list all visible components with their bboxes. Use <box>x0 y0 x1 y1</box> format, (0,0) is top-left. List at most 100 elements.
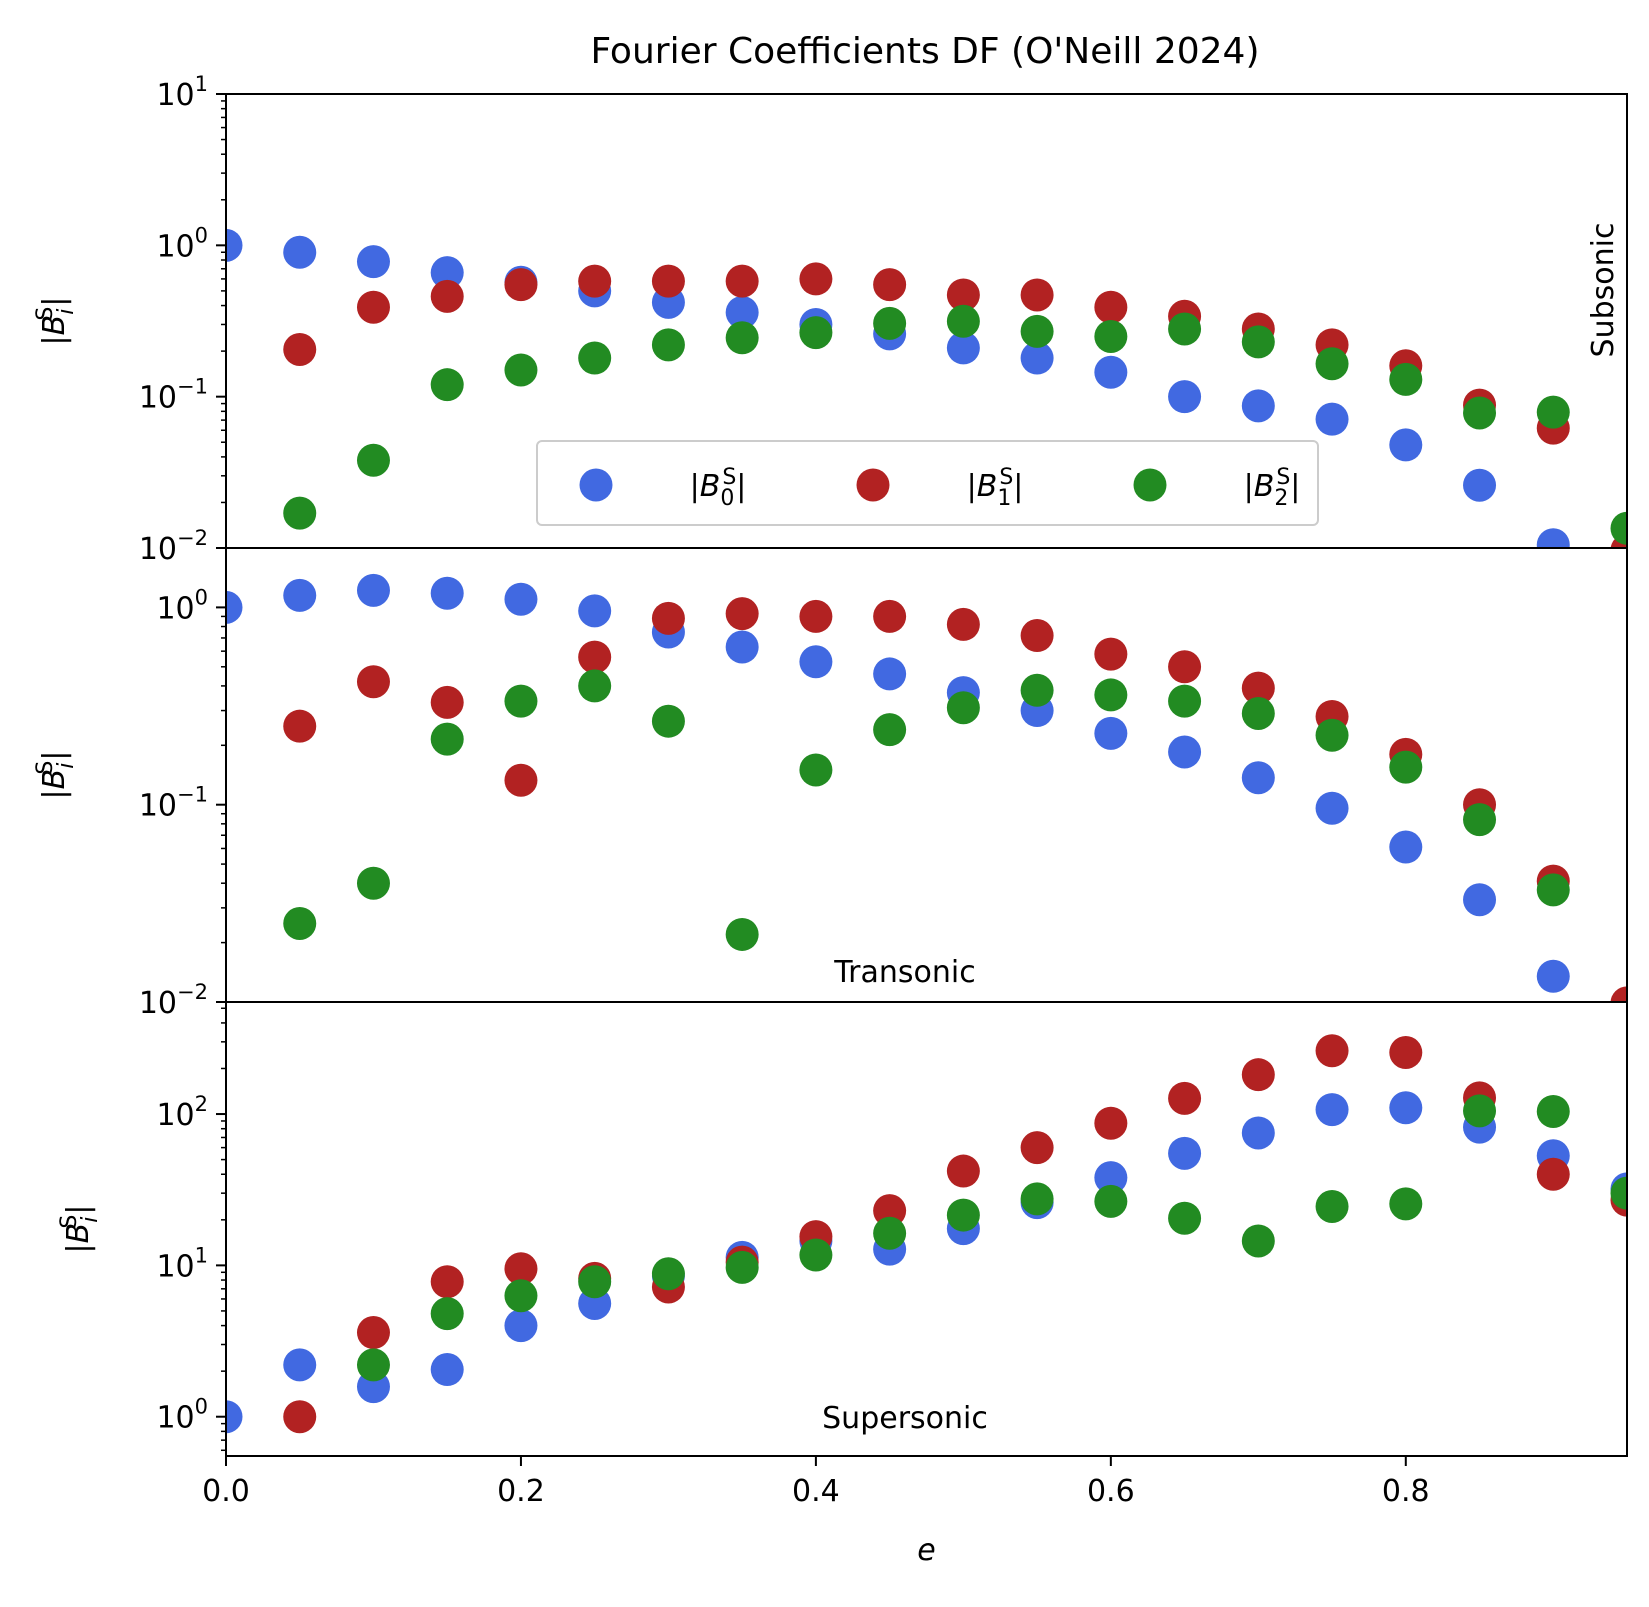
point-b1 <box>651 264 685 298</box>
point-b1 <box>283 332 317 366</box>
point-b0 <box>1241 761 1275 795</box>
point-b2 <box>725 917 759 951</box>
y-axis-label: |BiS| <box>57 1205 103 1254</box>
point-b2 <box>651 328 685 362</box>
point-b1 <box>1020 278 1054 312</box>
point-b2 <box>1241 325 1275 359</box>
point-b1 <box>430 279 464 313</box>
point-b0 <box>799 645 833 679</box>
point-b1 <box>504 763 538 797</box>
point-b2 <box>1241 1224 1275 1258</box>
point-b1 <box>504 1252 538 1286</box>
point-b0 <box>504 582 538 616</box>
x-tick-label: 0.6 <box>1087 1474 1135 1509</box>
point-b2 <box>430 368 464 402</box>
point-b0 <box>430 1353 464 1387</box>
point-b0 <box>430 256 464 290</box>
point-b2 <box>1389 1187 1423 1221</box>
point-b2 <box>1241 696 1275 730</box>
panel-label: Supersonic <box>822 1401 988 1436</box>
point-b1 <box>283 1400 317 1434</box>
point-b2 <box>578 341 612 375</box>
point-b0 <box>1094 355 1128 389</box>
point-b2 <box>504 684 538 718</box>
point-b2 <box>1610 1176 1627 1210</box>
point-b0 <box>578 594 612 628</box>
axes-frame <box>225 1001 1628 1457</box>
legend: |B0S| |B1S| |B2S| <box>536 440 1319 526</box>
point-b0 <box>356 573 390 607</box>
legend-label-b2: |B2S| <box>1244 465 1301 511</box>
panel-supersonic: 102 101 100 |BiS| Supersonic <box>57 1001 1628 1457</box>
point-b1 <box>504 268 538 302</box>
legend-label-b1: |B1S| <box>967 465 1024 511</box>
point-b1 <box>1020 1131 1054 1165</box>
point-b2 <box>1168 312 1202 346</box>
point-b0 <box>1389 830 1423 864</box>
point-b1 <box>578 640 612 674</box>
point-b1 <box>430 685 464 719</box>
point-b2 <box>1389 750 1423 784</box>
point-b2 <box>1315 1189 1349 1223</box>
point-b0 <box>430 576 464 610</box>
point-b2 <box>1536 873 1570 907</box>
point-b2 <box>283 906 317 940</box>
point-b2 <box>504 353 538 387</box>
point-b2 <box>873 1216 907 1250</box>
point-b2 <box>430 1297 464 1331</box>
point-b1 <box>1020 619 1054 653</box>
points-supersonic <box>226 1034 1627 1434</box>
point-b2 <box>1020 1182 1054 1216</box>
point-b2 <box>1020 673 1054 707</box>
point-b2 <box>1536 1094 1570 1128</box>
point-b1 <box>1241 1058 1275 1092</box>
point-b0 <box>1315 1093 1349 1127</box>
point-b2 <box>873 713 907 747</box>
y-tick-label: 101 <box>156 1243 208 1284</box>
point-b1 <box>578 264 612 298</box>
point-b0 <box>283 578 317 612</box>
x-tick-label: 0.4 <box>792 1474 840 1509</box>
plot-layer: 101 100 10−1 10−2 |BiS| Subsonic |B0S| |B1S| |B2… <box>33 72 1628 1568</box>
point-b0 <box>1168 380 1202 414</box>
point-b1 <box>1094 1106 1128 1140</box>
point-b2 <box>1094 319 1128 353</box>
point-b1 <box>799 262 833 296</box>
point-b2 <box>799 316 833 350</box>
point-b0 <box>725 295 759 329</box>
point-b2 <box>430 722 464 756</box>
point-b0 <box>873 657 907 691</box>
point-b1 <box>946 278 980 312</box>
points-subsonic <box>226 228 1627 548</box>
y-tick-label: 100 <box>156 585 208 626</box>
point-b2 <box>651 1257 685 1291</box>
point-b2 <box>1094 1184 1128 1218</box>
x-tick-label: 0.2 <box>497 1474 545 1509</box>
point-b0 <box>283 235 317 269</box>
point-b2 <box>799 1238 833 1272</box>
panel-transonic: 100 10−1 10−2 |BiS| Transonic <box>33 547 1628 1021</box>
point-b2 <box>1168 1201 1202 1235</box>
point-b1 <box>799 599 833 633</box>
y-tick-label: 102 <box>156 1092 208 1133</box>
point-b0 <box>283 1348 317 1382</box>
x-tick-label: 0.8 <box>1382 1474 1430 1509</box>
point-b1 <box>356 290 390 324</box>
point-b2 <box>356 866 390 900</box>
point-b0 <box>1020 341 1054 375</box>
point-b0 <box>1094 1161 1128 1195</box>
point-b2 <box>725 321 759 355</box>
point-b0 <box>1389 1091 1423 1125</box>
point-b2 <box>1315 347 1349 381</box>
point-b2 <box>1463 1094 1497 1128</box>
y-axis-label: |BiS| <box>33 751 79 800</box>
x-axis-label: e <box>917 1533 935 1568</box>
y-tick-label: 100 <box>156 223 208 264</box>
point-b0 <box>1536 528 1570 548</box>
y-tick-label: 10−2 <box>139 980 208 1021</box>
y-tick-label: 100 <box>156 1395 208 1436</box>
point-b1 <box>356 1316 390 1350</box>
point-b2 <box>578 669 612 703</box>
point-b2 <box>1389 362 1423 396</box>
